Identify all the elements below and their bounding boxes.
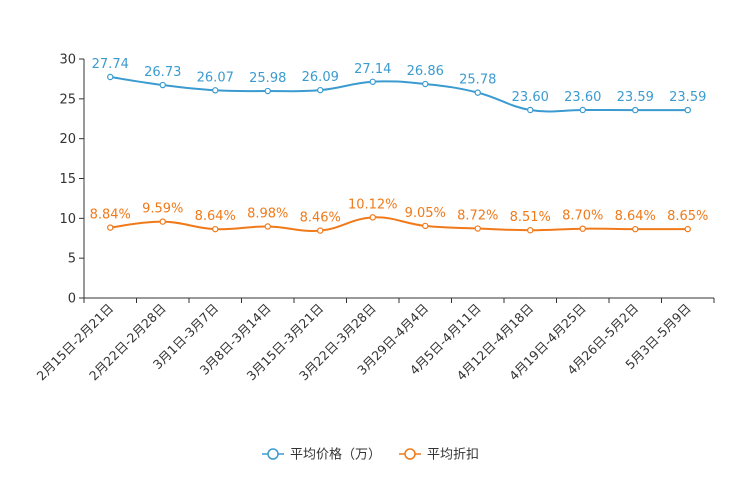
y-tick-label: 10	[59, 212, 76, 227]
data-label: 8.46%	[300, 211, 341, 226]
data-point	[527, 227, 534, 234]
legend[interactable]: 平均价格（万） 平均折扣	[262, 447, 479, 463]
data-point	[107, 73, 114, 81]
data-point	[264, 223, 271, 230]
data-label: 23.60	[564, 90, 601, 105]
data-label: 8.64%	[195, 209, 236, 224]
data-point	[422, 80, 429, 88]
data-point	[632, 225, 639, 233]
data-point	[422, 222, 429, 230]
legend-circle-icon	[267, 448, 279, 460]
data-label: 26.09	[302, 70, 339, 85]
data-label: 8.84%	[90, 208, 131, 223]
data-point	[317, 86, 324, 94]
data-point	[159, 218, 166, 225]
legend-circle-icon	[404, 448, 416, 460]
y-tick-label: 25	[59, 92, 76, 107]
data-label: 23.59	[669, 90, 706, 105]
series-line	[110, 216, 688, 232]
data-label: 23.60	[512, 90, 549, 105]
data-point	[474, 89, 481, 96]
data-label: 25.98	[249, 71, 286, 86]
data-point	[264, 87, 271, 95]
series-layer: 27.74 26.73 26.07 25.98 26.09 27.14 26.86 25.78…	[90, 57, 708, 234]
y-tick-label: 0	[68, 292, 76, 307]
data-label: 8.98%	[247, 206, 288, 221]
data-point	[474, 225, 481, 232]
data-label: 26.07	[197, 70, 234, 85]
data-point	[369, 214, 376, 221]
data-label: 27.74	[92, 57, 129, 72]
data-label: 8.72%	[457, 209, 498, 224]
legend-item-2[interactable]: 平均折扣	[399, 448, 479, 463]
data-point	[212, 87, 219, 94]
legend-label: 平均价格（万）	[290, 447, 381, 463]
data-label: 8.51%	[510, 210, 551, 225]
data-label: 8.65%	[667, 209, 708, 224]
data-point	[212, 225, 219, 233]
series-line	[110, 76, 688, 113]
data-label: 10.12%	[348, 197, 398, 212]
data-label: 8.64%	[615, 209, 656, 224]
y-tick-label: 20	[59, 132, 76, 147]
data-label: 9.05%	[405, 206, 446, 221]
y-tick-label: 5	[68, 252, 76, 267]
data-point	[579, 225, 586, 232]
y-tick-label: 30	[59, 53, 76, 68]
legend-item-1[interactable]: 平均价格（万）	[262, 447, 381, 463]
data-label: 23.59	[617, 90, 654, 105]
data-point	[579, 106, 586, 114]
data-label: 25.78	[459, 73, 496, 88]
data-point	[317, 227, 324, 234]
data-point	[684, 106, 691, 114]
data-point	[369, 78, 376, 85]
data-point	[632, 106, 639, 114]
data-point	[527, 106, 534, 114]
data-point	[684, 225, 691, 233]
data-label: 26.73	[144, 65, 181, 80]
y-tick-label: 15	[59, 172, 76, 187]
series-2: 8.84% 9.59% 8.64% 8.98% 8.46% 10.12% 9.05% 8.72…	[90, 197, 708, 234]
data-point	[159, 81, 166, 89]
legend-label: 平均折扣	[427, 448, 479, 463]
data-label: 9.59%	[142, 202, 183, 217]
data-label: 26.86	[407, 64, 444, 79]
series-1: 27.74 26.73 26.07 25.98 26.09 27.14 26.86 25.78…	[92, 57, 706, 114]
data-label: 27.14	[354, 62, 391, 77]
data-point	[107, 224, 114, 231]
data-label: 8.70%	[562, 209, 603, 224]
